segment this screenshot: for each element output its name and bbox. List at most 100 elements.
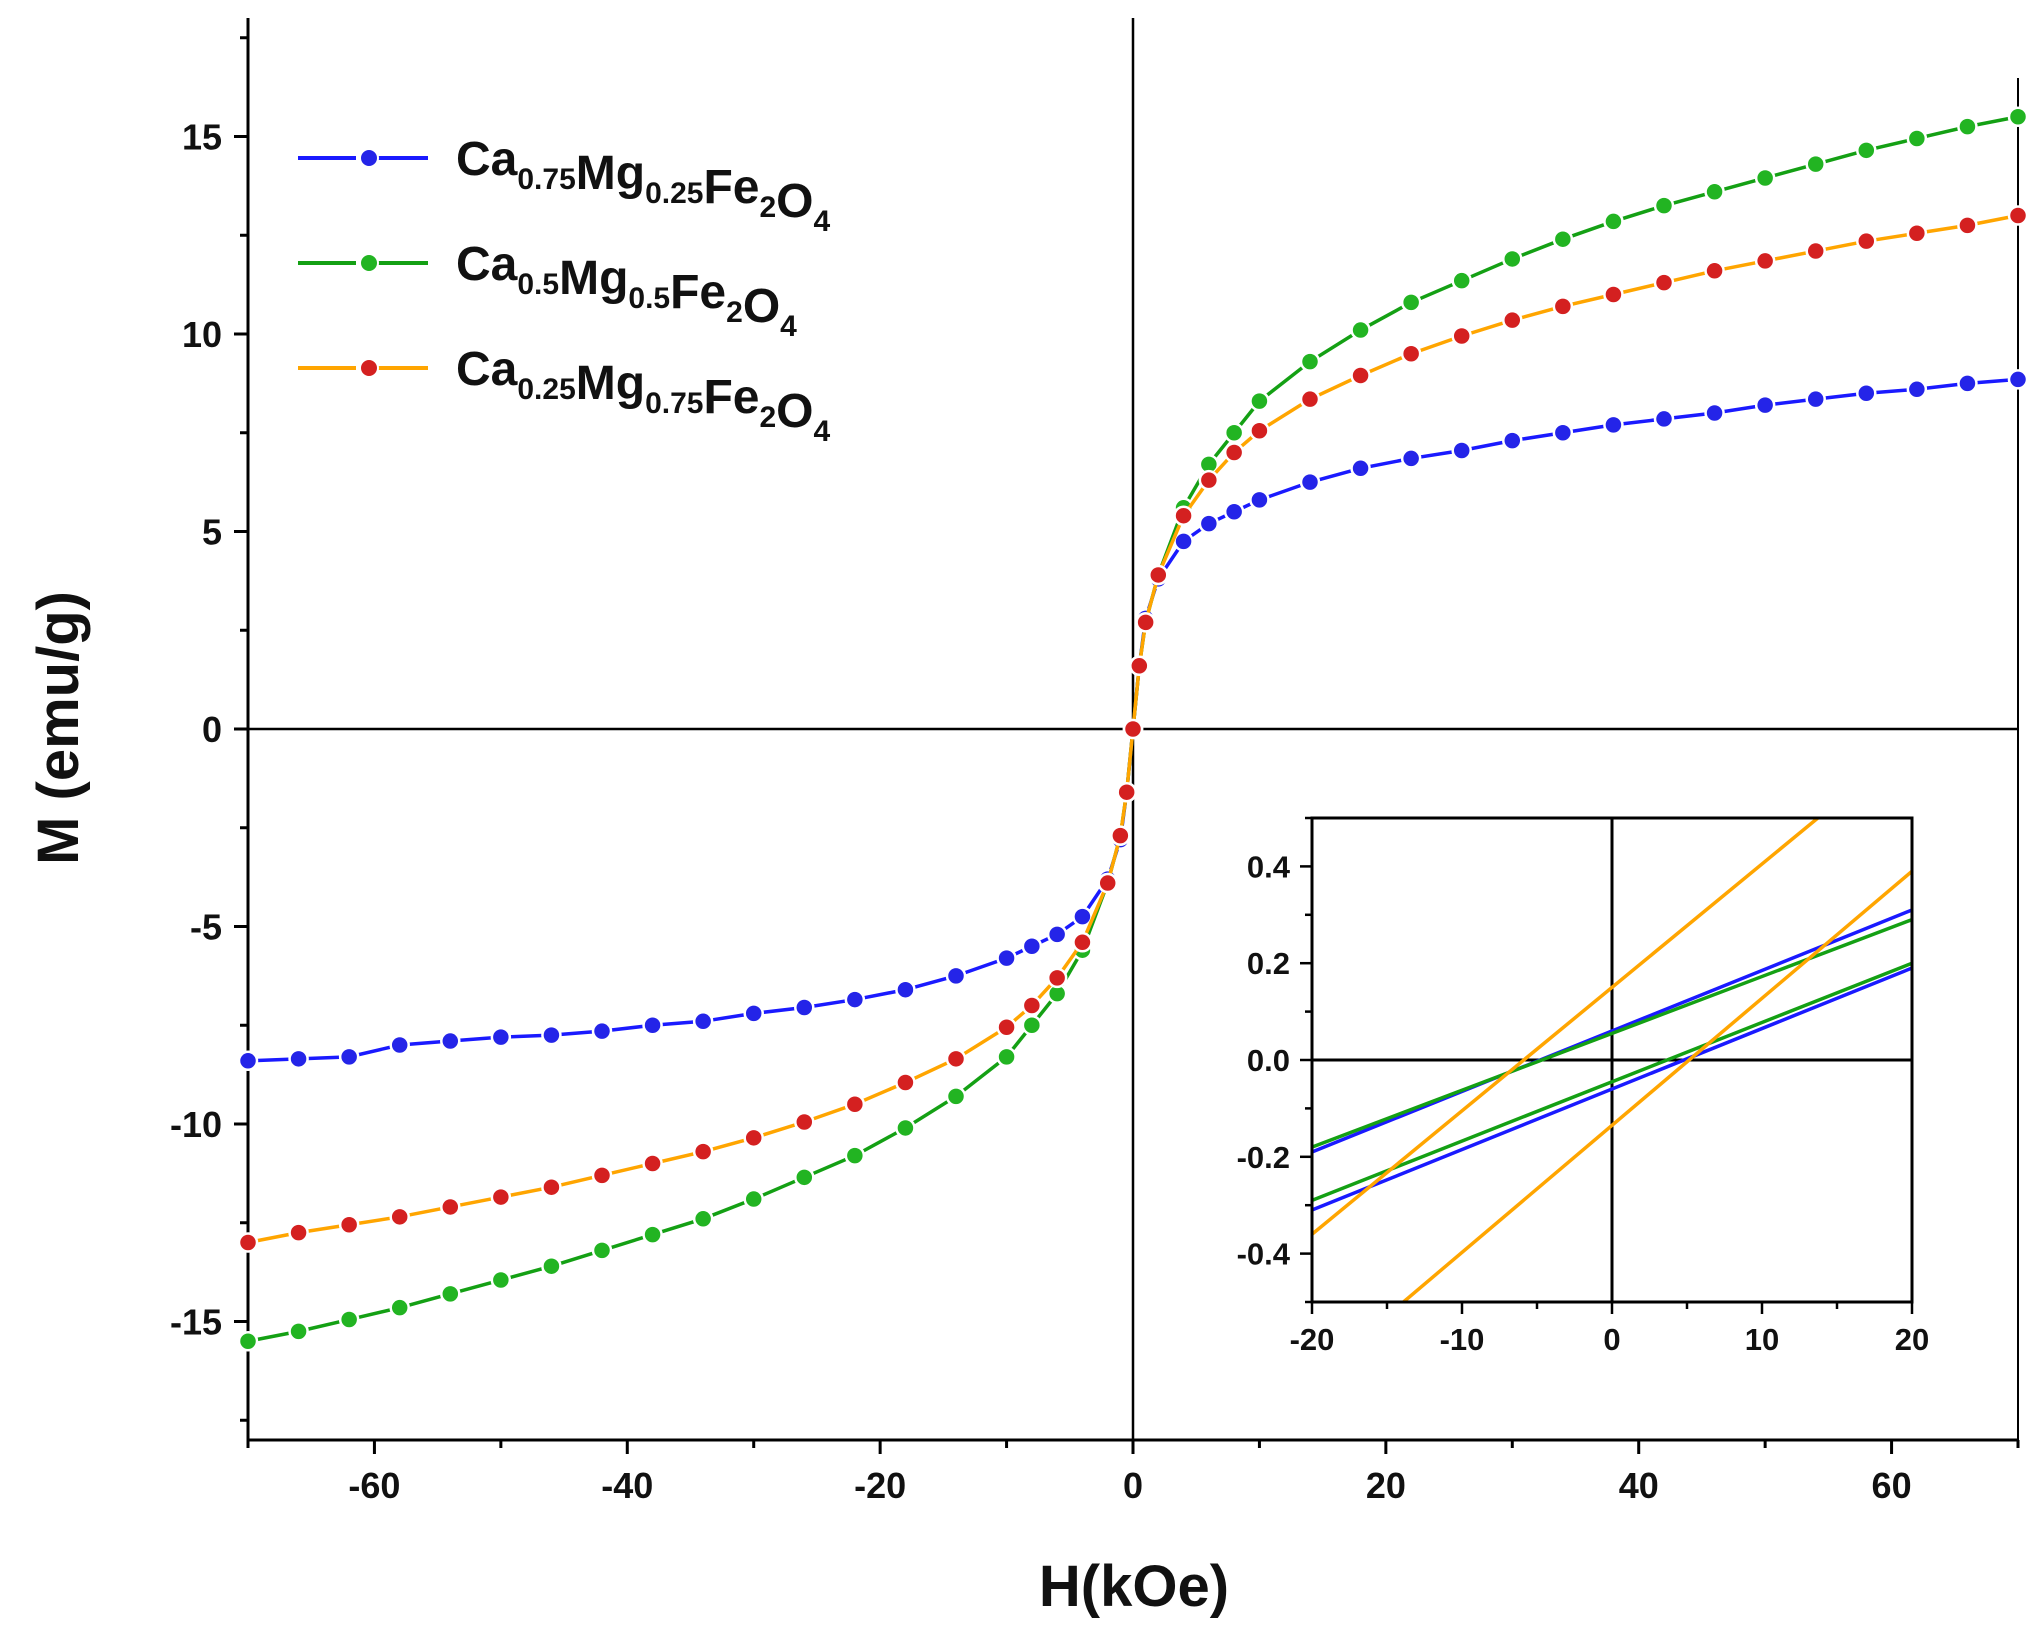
data-point bbox=[288, 1048, 309, 1070]
data-point bbox=[1400, 448, 1422, 469]
inset-upper-branch-1 bbox=[1312, 908, 1912, 1154]
data-point bbox=[1198, 513, 1220, 534]
data-point bbox=[1653, 408, 1675, 430]
legend-subscript: 2 bbox=[726, 296, 743, 329]
legend-subscript: 0.75 bbox=[517, 163, 575, 196]
inset-x-tick-label: 0 bbox=[1603, 1322, 1620, 1357]
inset-lower-branch-2 bbox=[1312, 961, 1912, 1202]
data-point bbox=[1805, 240, 1826, 262]
y-tick-label: 10 bbox=[182, 314, 222, 355]
data-point bbox=[794, 997, 815, 1018]
legend-label: Ca0.25Mg0.75Fe2O4 bbox=[456, 343, 831, 448]
inset-y-tick-label: -0.4 bbox=[1237, 1237, 1291, 1272]
x-tick-label: 20 bbox=[1366, 1465, 1406, 1506]
data-point bbox=[945, 1086, 967, 1107]
legend-text: O bbox=[776, 385, 813, 438]
data-point bbox=[642, 1015, 663, 1036]
data-point bbox=[2007, 205, 2028, 226]
inset-lower-branch-3 bbox=[1400, 869, 1912, 1302]
legend-subscript: 0.75 bbox=[645, 387, 703, 420]
data-point bbox=[591, 1240, 613, 1261]
inset-plot: -20 -10 0 10 20 -0.4 -0.2 0.0 0.2 0.4 bbox=[1237, 816, 1929, 1357]
inset-y-tick-label: 0.2 bbox=[1247, 946, 1290, 981]
data-point bbox=[1906, 379, 1928, 400]
data-point bbox=[440, 1030, 461, 1052]
data-point bbox=[1350, 319, 1371, 341]
legend-marker bbox=[359, 253, 379, 273]
data-point bbox=[490, 1026, 512, 1048]
y-tick-label: -10 bbox=[170, 1104, 222, 1145]
legend-subscript: 0.25 bbox=[517, 373, 575, 406]
data-point bbox=[591, 1165, 613, 1186]
data-point bbox=[1116, 781, 1137, 803]
data-point bbox=[1502, 248, 1523, 270]
inset-x-tick-label: -10 bbox=[1440, 1322, 1485, 1357]
legend-text: Fe bbox=[703, 161, 759, 214]
legend-text: Mg bbox=[559, 252, 628, 305]
inset-lower-branch-1 bbox=[1312, 966, 1912, 1212]
inset-y-tick-label: 0.0 bbox=[1247, 1043, 1290, 1078]
data-point bbox=[490, 1269, 512, 1291]
data-point bbox=[1856, 140, 1877, 161]
inset-x-tick-label: 20 bbox=[1895, 1322, 1929, 1357]
data-point bbox=[1350, 365, 1371, 386]
data-point bbox=[1502, 430, 1523, 451]
data-point bbox=[1110, 825, 1131, 846]
data-point bbox=[1021, 995, 1043, 1016]
x-tick-label: 60 bbox=[1872, 1465, 1912, 1506]
legend-text: Fe bbox=[670, 266, 726, 319]
legend-subscript: 4 bbox=[814, 205, 831, 238]
data-point bbox=[895, 979, 916, 1000]
data-point bbox=[2007, 369, 2028, 390]
data-point bbox=[1021, 1015, 1043, 1036]
data-point bbox=[338, 1046, 360, 1068]
inset-upper-branch-3 bbox=[1312, 818, 1821, 1236]
y-tick-label: -15 bbox=[170, 1302, 222, 1343]
data-point bbox=[1249, 420, 1270, 442]
data-point bbox=[996, 1046, 1017, 1068]
inset-loops bbox=[1312, 818, 1912, 1302]
data-point bbox=[541, 1255, 562, 1277]
data-point bbox=[389, 1034, 410, 1056]
data-point bbox=[1173, 531, 1194, 552]
y-tick-label: 5 bbox=[202, 512, 222, 553]
data-point bbox=[389, 1297, 410, 1318]
x-tick-label: 0 bbox=[1123, 1465, 1143, 1506]
data-point bbox=[2007, 106, 2028, 127]
data-point bbox=[743, 1127, 764, 1149]
data-point bbox=[1957, 116, 1978, 137]
data-point bbox=[1046, 924, 1068, 945]
data-point bbox=[1249, 489, 1270, 511]
data-point bbox=[692, 1011, 714, 1032]
data-point bbox=[895, 1117, 916, 1139]
data-point bbox=[1223, 442, 1245, 463]
data-point bbox=[338, 1309, 360, 1330]
legend-subscript: 4 bbox=[814, 415, 831, 448]
data-point bbox=[389, 1206, 410, 1228]
data-point bbox=[1135, 612, 1156, 633]
data-point bbox=[743, 1003, 764, 1024]
y-tick-label: -5 bbox=[190, 907, 222, 948]
data-point bbox=[541, 1176, 562, 1198]
legend-text: Mg bbox=[576, 147, 645, 200]
x-tick-label: -40 bbox=[601, 1465, 653, 1506]
data-point bbox=[743, 1188, 764, 1210]
data-point bbox=[1173, 505, 1194, 526]
legend-subscript: 0.5 bbox=[628, 282, 670, 315]
legend-label: Ca0.5Mg0.5Fe2O4 bbox=[456, 238, 797, 343]
data-point bbox=[844, 1094, 866, 1115]
data-point bbox=[1704, 181, 1725, 203]
series-3 bbox=[237, 205, 2028, 1253]
data-point bbox=[1129, 655, 1150, 677]
data-point bbox=[1502, 309, 1523, 331]
data-point bbox=[541, 1024, 562, 1046]
data-point bbox=[1148, 564, 1169, 586]
inset-x-tick-label: -20 bbox=[1290, 1322, 1335, 1357]
legend-text: Fe bbox=[703, 371, 759, 424]
data-point bbox=[1350, 458, 1371, 479]
legend-text: O bbox=[743, 280, 780, 333]
data-point bbox=[794, 1167, 815, 1188]
data-point bbox=[1299, 388, 1321, 410]
data-point bbox=[440, 1283, 461, 1305]
